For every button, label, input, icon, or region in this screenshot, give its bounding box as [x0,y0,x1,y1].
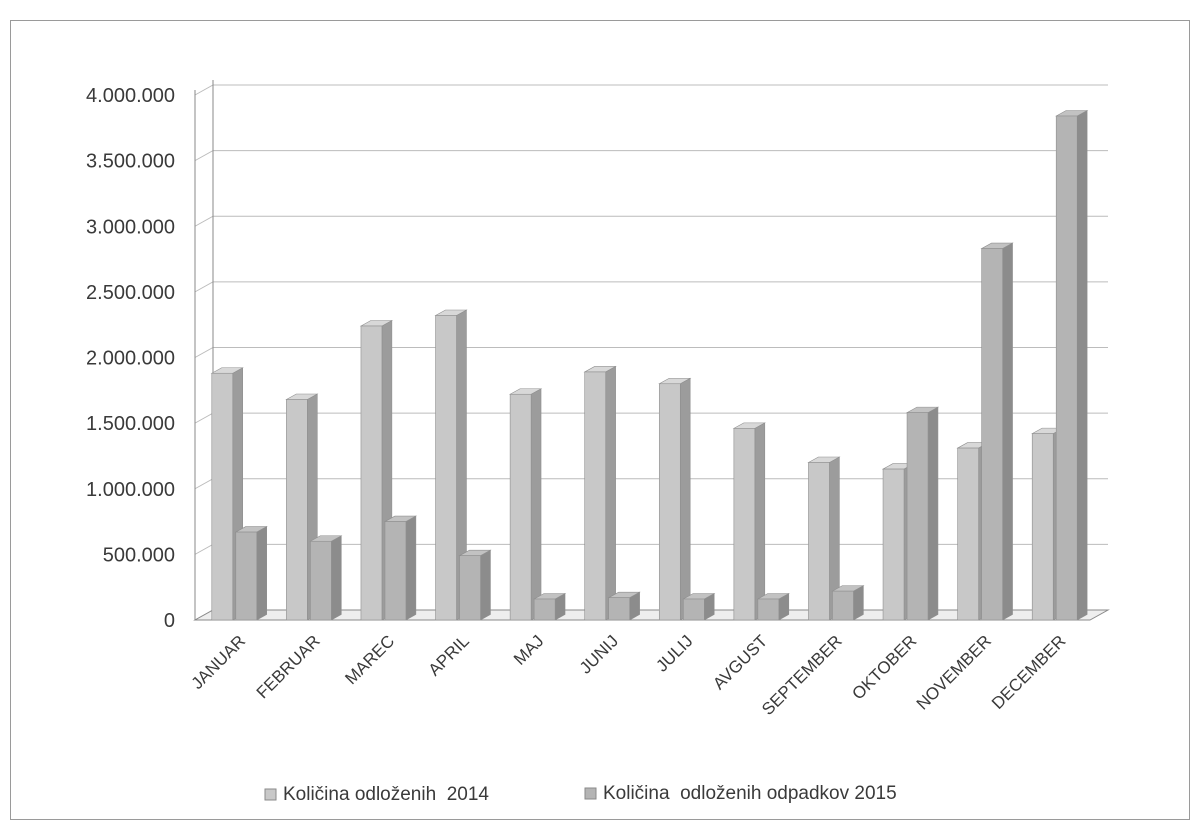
bar-2015-september [831,585,865,621]
x-category-label: JULIJ [652,631,696,675]
chart-frame [10,20,1190,820]
axis-layer [193,80,1110,621]
y-tick-label: 500.000 [103,544,175,566]
x-category-labels: JANUAR FEBRUAR MAREC APRIL MAJ JUNIJ JULIJ AVGU… [188,631,1070,719]
y-tick-label: 1.500.000 [86,413,175,435]
bar-2015-julij [682,592,716,621]
gridline [194,281,1108,293]
bars-layer [210,109,1089,621]
x-category-label: MAREC [341,631,398,688]
y-tick-label: 2.500.000 [86,282,175,304]
x-category-label: MAJ [510,631,547,668]
legend-swatch-2014 [264,788,277,801]
legend: Količina odloženih 2014 Količina odložen… [264,783,897,805]
bar-2014-julij [658,377,692,621]
y-axis [194,80,214,620]
y-tick-label: 1.000.000 [86,479,175,501]
y-tick-label: 2.000.000 [86,348,175,370]
bar-2015-november [980,242,1014,621]
x-category-label: APRIL [425,631,473,679]
bar-2015-februar [309,535,343,621]
x-category-label: JANUAR [188,631,250,693]
gridline [194,150,1108,162]
y-tick-label: 3.500.000 [86,151,175,173]
bar-2015-junij [607,591,641,621]
bar-2015-maj [532,592,567,621]
x-axis-floor [193,609,1110,621]
x-category-label: SEPTEMBER [758,631,846,719]
bar-2014-junij [583,365,617,621]
bar-2015-december [1055,109,1089,621]
bar-2014-avgust [732,422,766,621]
y-tick-labels: 4.000.000 3.500.000 3.000.000 2.500.000 2.00… [86,85,175,632]
x-category-label: NOVEMBER [913,631,995,713]
x-category-label: OKTOBER [848,631,920,703]
x-category-label: AVGUST [709,631,771,693]
x-category-label: JUNIJ [576,631,622,677]
bar-2015-avgust [756,592,790,621]
gridline [194,412,1108,424]
gridline [194,347,1108,358]
bar-2014-september [807,456,841,621]
legend-label-2014: Količina odloženih 2014 [283,784,489,805]
legend-label-2015: Količina odloženih odpadkov 2015 [603,783,897,804]
bar-2014-april [434,309,468,621]
y-tick-label: 4.000.000 [86,85,175,107]
bar-2015-april [458,549,492,621]
y-tick-label: 0 [164,610,175,632]
gridline [194,215,1108,227]
x-category-label: FEBRUAR [253,631,324,702]
bar-2014-maj [508,388,543,621]
bar-2015-oktober [905,406,940,621]
bar-2015-januar [234,526,268,621]
y-tick-label: 3.000.000 [86,216,175,238]
legend-swatch-2015 [584,787,597,800]
x-category-label: DECEMBER [988,631,1070,713]
gridline [194,84,1108,96]
bar-2015-marec [383,515,418,621]
